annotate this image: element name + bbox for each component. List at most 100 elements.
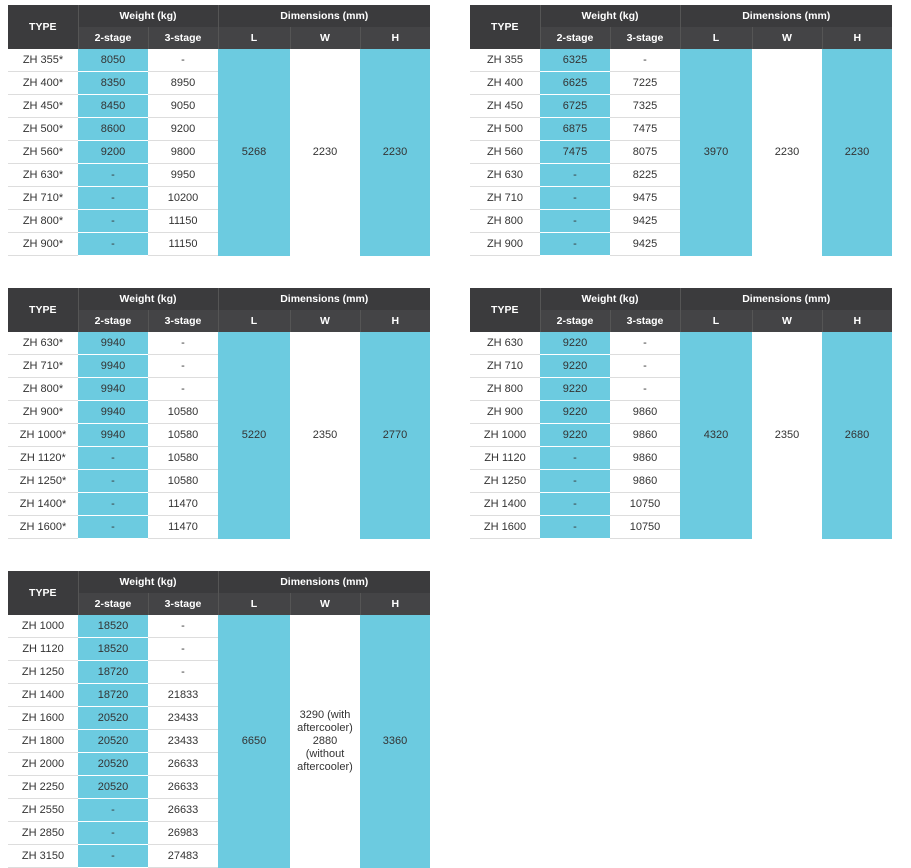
weight-cell: - <box>78 446 148 471</box>
weight-cell: 9220 <box>540 354 610 379</box>
weight-cell: 11470 <box>148 492 218 517</box>
type-cell: ZH 1400* <box>8 492 78 517</box>
type-cell: ZH 1250 <box>8 660 78 685</box>
weight-cell: 6875 <box>540 117 610 142</box>
type-cell: ZH 2850 <box>8 821 78 846</box>
data-row: ZH 1000 18520-6650 3290 (with aftercooler)… <box>8 615 431 868</box>
weight-cell: 9050 <box>148 94 218 119</box>
header-cell: W <box>751 310 822 332</box>
type-cell: ZH 2250 <box>8 775 78 800</box>
weight-cell: 6725 <box>540 94 610 119</box>
data-row: ZH 450 6725 7325 <box>470 94 892 119</box>
type-cell: ZH 800* <box>8 209 78 234</box>
data-row: ZH 630-8225 <box>470 163 892 188</box>
weight-cell: 8075 <box>610 140 680 165</box>
type-cell: ZH 1000* <box>8 423 78 448</box>
data-row: ZH 1120 18520- <box>8 637 430 662</box>
header-cell: TYPE <box>8 5 78 49</box>
dimension-cell: 3970 <box>680 49 752 256</box>
data-row: ZH 355* 8050-5268 2230 2230 <box>8 49 431 256</box>
weight-cell: - <box>540 186 610 211</box>
type-cell: ZH 1120 <box>470 446 540 471</box>
data-row: ZH 710 9220- <box>470 354 892 379</box>
header-cell: TYPE <box>8 571 78 615</box>
data-row: ZH 900* 9940 10580 <box>8 400 430 425</box>
type-cell: ZH 500 <box>470 117 540 142</box>
header-cell: Dimensions (mm) <box>679 5 893 27</box>
header-row: TYPE Weight (kg) Dimensions (mm) <box>470 288 893 332</box>
data-row: ZH 710-9475 <box>470 186 892 211</box>
dimension-cell: 4320 <box>680 332 752 539</box>
data-row: ZH 2000 20520 26633 <box>8 752 430 777</box>
data-row: ZH 1120-9860 <box>470 446 892 471</box>
dimension-cell: 2230 <box>822 49 893 256</box>
weight-cell: 9200 <box>148 117 218 142</box>
data-row: ZH 900 9220 9860 <box>470 400 892 425</box>
header-row: 2-stage 3-stage L W H <box>8 27 431 49</box>
header-cell: TYPE <box>8 288 78 332</box>
data-row: ZH 1000* 9940 10580 <box>8 423 430 448</box>
type-cell: ZH 1400 <box>8 683 78 708</box>
weight-cell: 9950 <box>148 163 218 188</box>
data-row: ZH 900-9425 <box>470 232 892 257</box>
weight-cell: 26633 <box>148 798 218 823</box>
weight-cell: 18720 <box>78 660 148 685</box>
header-cell: TYPE <box>470 5 540 49</box>
data-row: ZH 710* 9940- <box>8 354 430 379</box>
type-cell: ZH 710 <box>470 354 540 379</box>
type-cell: ZH 630 <box>470 332 540 356</box>
header-cell: H <box>359 593 431 615</box>
type-cell: ZH 710* <box>8 354 78 379</box>
dimension-cell: 2770 <box>360 332 431 539</box>
type-cell: ZH 400* <box>8 71 78 96</box>
weight-cell: 9220 <box>540 400 610 425</box>
data-row: ZH 1600* -11470 <box>8 515 430 540</box>
weight-cell: - <box>148 615 218 639</box>
header-cell: 3-stage <box>609 27 680 49</box>
weight-cell: - <box>78 186 148 211</box>
weight-cell: - <box>78 492 148 517</box>
spec-table: TYPE Weight (kg) Dimensions (mm) 2-stage 3-s… <box>470 288 893 540</box>
data-row: ZH 2850-26983 <box>8 821 430 846</box>
type-cell: ZH 2000 <box>8 752 78 777</box>
data-row: ZH 1120* -10580 <box>8 446 430 471</box>
weight-cell: - <box>540 163 610 188</box>
header-row: 2-stage 3-stage L W H <box>470 310 893 332</box>
data-row: ZH 400 6625 7225 <box>470 71 892 96</box>
weight-cell: 9800 <box>148 140 218 165</box>
header-cell: H <box>821 310 893 332</box>
header-row: TYPE Weight (kg) Dimensions (mm) <box>8 288 431 332</box>
weight-cell: - <box>148 637 218 662</box>
data-row: ZH 1250* -10580 <box>8 469 430 494</box>
data-row: ZH 1400-10750 <box>470 492 892 517</box>
data-row: ZH 630* -9950 <box>8 163 430 188</box>
header-cell: L <box>679 310 752 332</box>
header-cell: Weight (kg) <box>77 571 218 593</box>
weight-cell: 21833 <box>148 683 218 708</box>
header-cell: Weight (kg) <box>539 5 680 27</box>
type-cell: ZH 355* <box>8 49 78 73</box>
data-row: ZH 450* 8450 9050 <box>8 94 430 119</box>
data-row: ZH 1800 20520 23433 <box>8 729 430 754</box>
weight-cell: 23433 <box>148 706 218 731</box>
weight-cell: 9940 <box>78 400 148 425</box>
type-cell: ZH 1600* <box>8 515 78 540</box>
weight-cell: - <box>148 354 218 379</box>
weight-cell: 18520 <box>78 637 148 662</box>
weight-cell: - <box>540 209 610 234</box>
weight-cell: 8450 <box>78 94 148 119</box>
weight-cell: 7225 <box>610 71 680 96</box>
header-cell: 3-stage <box>609 310 680 332</box>
weight-cell: 10580 <box>148 446 218 471</box>
type-cell: ZH 800 <box>470 377 540 402</box>
weight-cell: 9860 <box>610 446 680 471</box>
header-cell: Dimensions (mm) <box>217 5 431 27</box>
header-cell: W <box>289 310 360 332</box>
data-row: ZH 500 6875 7475 <box>470 117 892 142</box>
type-cell: ZH 900 <box>470 400 540 425</box>
weight-cell: 11150 <box>148 232 218 257</box>
weight-cell: - <box>610 49 680 73</box>
header-cell: Dimensions (mm) <box>679 288 893 310</box>
weight-cell: 9940 <box>78 423 148 448</box>
